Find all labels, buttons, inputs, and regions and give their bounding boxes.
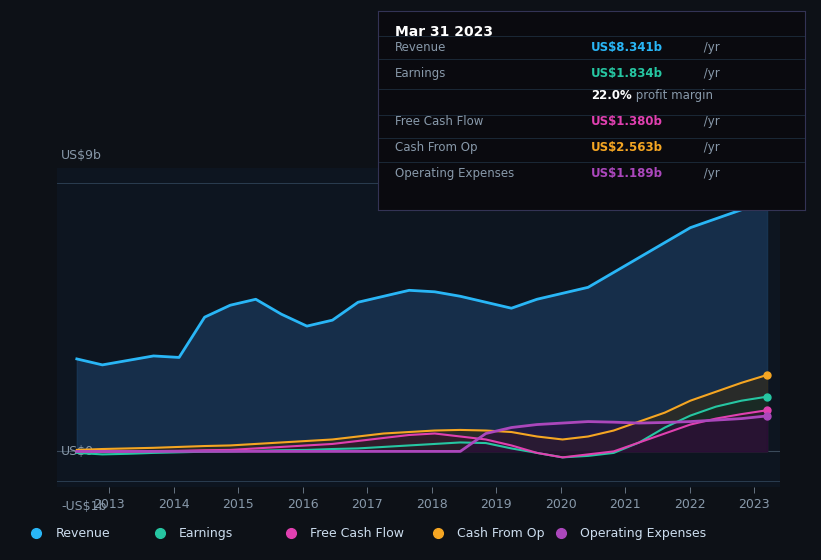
Text: /yr: /yr [700,67,720,80]
Text: 22.0%: 22.0% [591,89,632,102]
Text: /yr: /yr [700,167,720,180]
Text: -US$1b: -US$1b [61,501,107,514]
Text: Cash From Op: Cash From Op [395,141,477,154]
Text: US$2.563b: US$2.563b [591,141,663,154]
Text: /yr: /yr [700,141,720,154]
Text: Free Cash Flow: Free Cash Flow [310,527,404,540]
Text: Revenue: Revenue [56,527,110,540]
Text: Free Cash Flow: Free Cash Flow [395,115,483,128]
Text: US$1.834b: US$1.834b [591,67,663,80]
Text: /yr: /yr [700,41,720,54]
Text: US$0: US$0 [61,445,94,458]
Text: profit margin: profit margin [631,89,713,102]
Text: US$8.341b: US$8.341b [591,41,663,54]
Text: /yr: /yr [700,115,720,128]
Text: Cash From Op: Cash From Op [456,527,544,540]
Text: US$1.380b: US$1.380b [591,115,663,128]
Text: US$1.189b: US$1.189b [591,167,663,180]
Text: Operating Expenses: Operating Expenses [395,167,514,180]
Text: Operating Expenses: Operating Expenses [580,527,706,540]
Text: Earnings: Earnings [395,67,446,80]
Text: Earnings: Earnings [179,527,233,540]
Text: Revenue: Revenue [395,41,446,54]
Text: Mar 31 2023: Mar 31 2023 [395,25,493,39]
Text: US$9b: US$9b [61,148,102,162]
